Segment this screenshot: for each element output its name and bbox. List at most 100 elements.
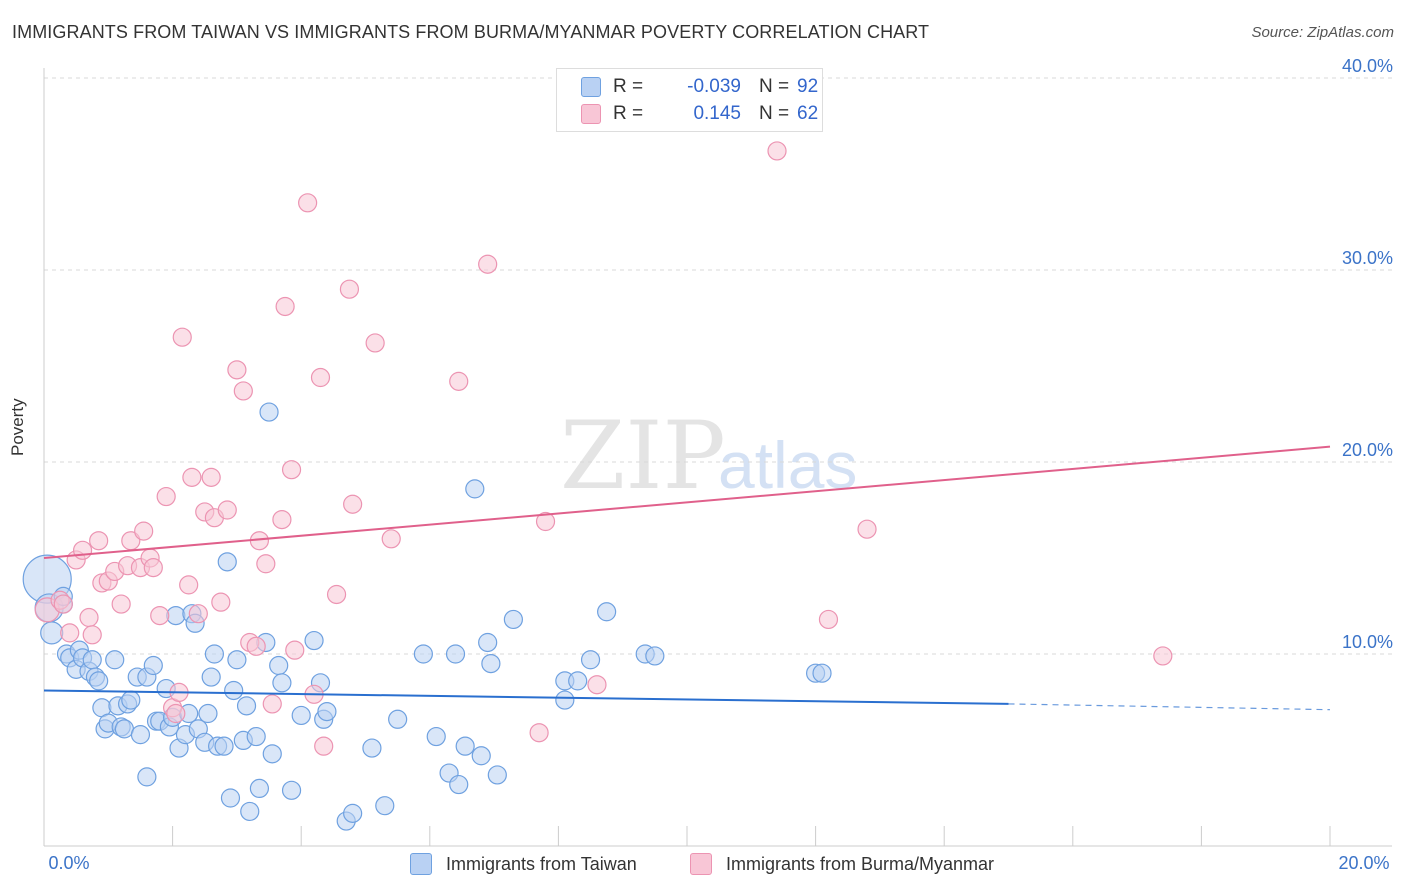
- burma-point: [262, 694, 282, 714]
- burma-point: [246, 636, 266, 656]
- taiwan-trendline: [43, 689, 1009, 705]
- y-tick-label: 20.0%: [1342, 440, 1393, 460]
- taiwan-point: [465, 479, 485, 499]
- burma-point: [256, 554, 276, 574]
- x-tick-label: 0.0%: [48, 853, 89, 873]
- burma-point: [343, 494, 363, 514]
- taiwan-point: [555, 690, 575, 710]
- taiwan-point: [269, 655, 289, 676]
- legend-item-burma[interactable]: Immigrants from Burma/Myanmar: [690, 852, 994, 876]
- burma-point: [365, 333, 385, 353]
- burma-point: [857, 519, 877, 539]
- taiwan-point: [272, 673, 292, 693]
- taiwan-point: [426, 726, 446, 747]
- burma-point: [818, 609, 839, 630]
- taiwan-point: [259, 402, 279, 422]
- taiwan-point: [227, 650, 247, 670]
- legend-label-burma: Immigrants from Burma/Myanmar: [726, 853, 995, 874]
- y-tick-label: 30.0%: [1342, 248, 1393, 268]
- burma-point: [1153, 646, 1173, 666]
- taiwan-point: [471, 746, 491, 766]
- taiwan-point: [445, 644, 466, 664]
- taiwan-point: [580, 650, 601, 670]
- stats-r-label: R =: [613, 103, 644, 124]
- watermark-atlas: atlas: [718, 428, 857, 502]
- burma-point: [227, 360, 247, 380]
- taiwan-point: [240, 801, 260, 822]
- taiwan-point: [236, 696, 257, 716]
- burma-point: [60, 623, 80, 643]
- burma-point: [478, 254, 498, 274]
- taiwan-point: [249, 778, 270, 799]
- burma-point: [134, 521, 154, 541]
- burma-point: [111, 594, 131, 614]
- taiwan-point: [362, 738, 382, 758]
- burma-point: [298, 193, 318, 213]
- stats-r-label: R =: [613, 76, 644, 97]
- burma-point: [53, 594, 73, 614]
- taiwan-point: [568, 671, 588, 691]
- burma-point: [166, 703, 186, 724]
- burma-point: [143, 557, 163, 578]
- stats-swatch-burma: [581, 104, 601, 124]
- y-axis-label: Poverty: [8, 398, 27, 456]
- taiwan-point: [388, 709, 408, 729]
- taiwan-point: [281, 780, 302, 800]
- taiwan-point: [204, 644, 224, 664]
- legend-label-taiwan: Immigrants from Taiwan: [446, 853, 637, 874]
- burma-point: [89, 531, 109, 551]
- taiwan-point: [597, 602, 617, 622]
- taiwan-point: [137, 767, 157, 787]
- stats-swatch-taiwan: [581, 77, 601, 97]
- stats-n-value: 62: [797, 103, 819, 124]
- taiwan-point: [481, 653, 501, 674]
- burma-point: [275, 296, 295, 317]
- burma-point: [272, 509, 292, 530]
- burma-point: [449, 371, 469, 391]
- taiwan-trendline-extension: [1008, 703, 1331, 711]
- taiwan-point: [220, 788, 241, 808]
- stats-box: R = -0.039 N = 92 R = 0.145 N = 62: [556, 68, 823, 132]
- burma-point: [72, 540, 93, 560]
- legend-item-taiwan[interactable]: Immigrants from Taiwan: [410, 852, 637, 876]
- taiwan-point: [40, 621, 64, 645]
- taiwan-point: [503, 609, 523, 630]
- burma-point: [79, 607, 99, 628]
- taiwan-point: [198, 703, 218, 724]
- taiwan-point: [143, 655, 163, 676]
- burma-point: [326, 584, 347, 605]
- taiwan-point: [89, 671, 109, 691]
- burma-point: [314, 736, 334, 756]
- burma-point: [217, 500, 237, 520]
- y-tick-label: 40.0%: [1342, 56, 1393, 76]
- taiwan-point: [166, 605, 186, 626]
- taiwan-point: [413, 644, 433, 664]
- burma-point: [587, 675, 607, 695]
- burma-point: [339, 279, 360, 299]
- stats-n-value: 92: [797, 76, 819, 97]
- taiwan-point: [105, 650, 125, 670]
- taiwan-point: [645, 646, 665, 666]
- taiwan-point: [812, 663, 832, 683]
- taiwan-point: [262, 744, 282, 764]
- burma-point: [281, 460, 302, 480]
- taiwan-point: [201, 667, 221, 687]
- x-tick-label: 20.0%: [1338, 853, 1389, 873]
- burma-point: [182, 467, 202, 487]
- burma-point: [188, 604, 208, 624]
- taiwan-point: [246, 726, 266, 747]
- burma-point: [150, 605, 170, 626]
- legend-swatch-taiwan: [410, 853, 432, 875]
- taiwan-point: [82, 650, 102, 670]
- burma-point: [529, 723, 549, 743]
- burma-point: [179, 575, 199, 595]
- burma-point: [211, 592, 231, 612]
- taiwan-point: [478, 632, 498, 653]
- burma-point: [172, 327, 192, 347]
- legend-swatch-burma: [690, 853, 712, 875]
- taiwan-point: [114, 719, 134, 739]
- burma-point: [82, 625, 102, 645]
- taiwan-point: [121, 690, 141, 710]
- stats-n-label: N =: [759, 103, 790, 124]
